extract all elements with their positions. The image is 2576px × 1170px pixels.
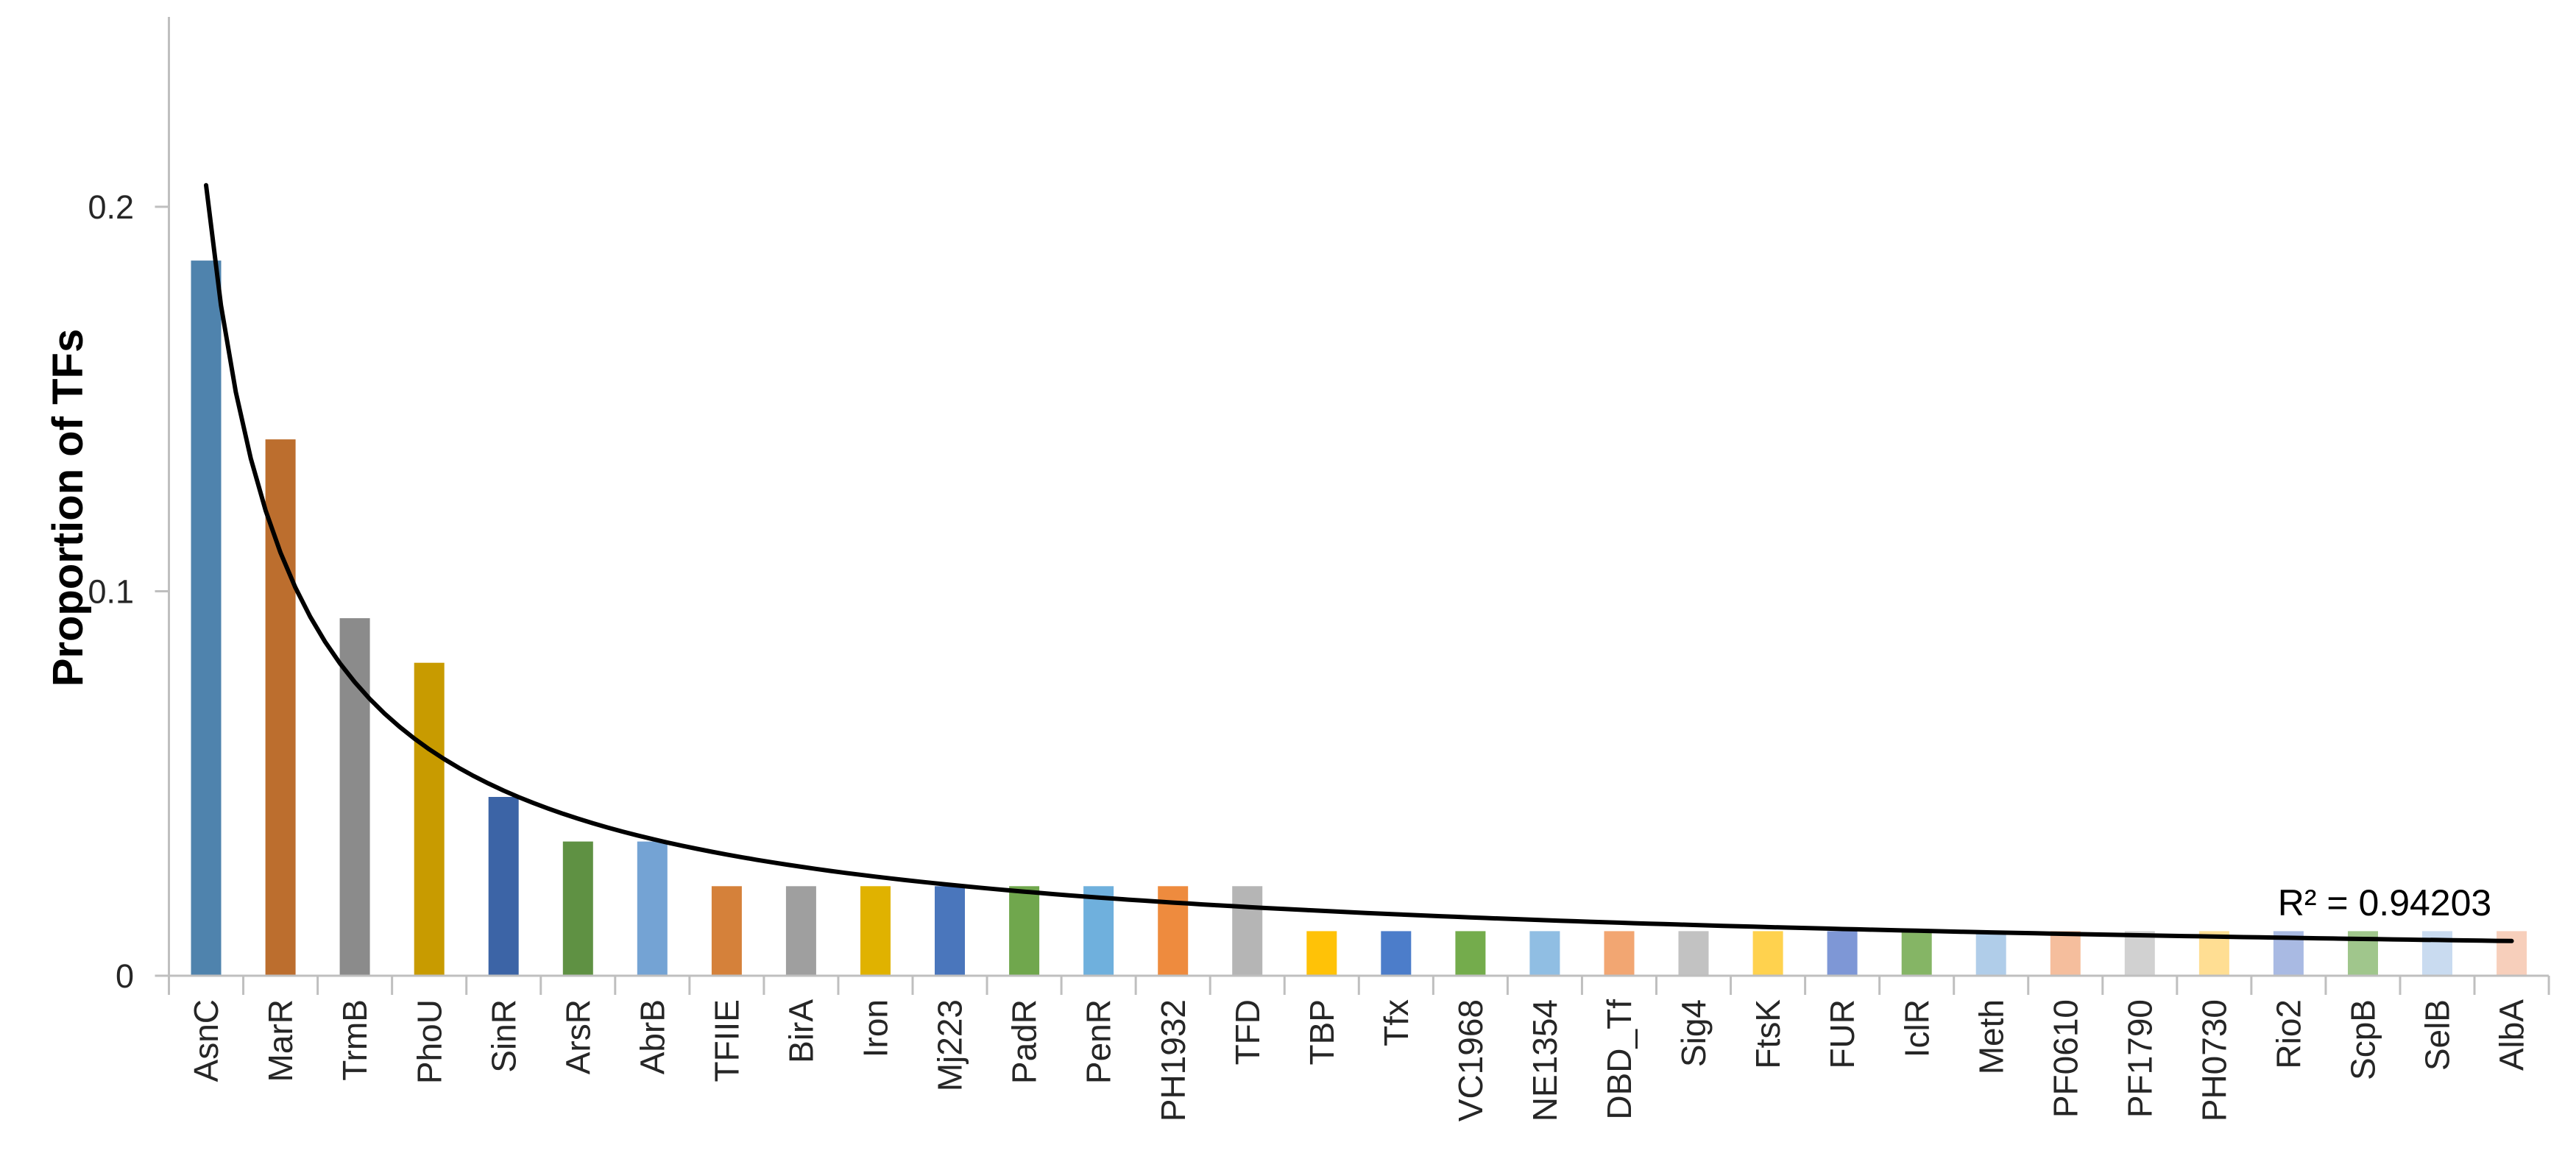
bar-Sig4 bbox=[1678, 931, 1709, 976]
x-category-label-TFIIE: TFIIE bbox=[708, 999, 746, 1082]
category-labels-group: AsnC MarR TrmB PhoU SinR ArsR AbrB TFIIE BirA Iro… bbox=[187, 999, 2531, 1122]
x-category-label-PadR: PadR bbox=[1005, 999, 1044, 1084]
y-axis-title: Proportion of TFs bbox=[44, 329, 92, 687]
x-category-label-PH1932: PH1932 bbox=[1154, 999, 1192, 1121]
bar-ArsR bbox=[562, 841, 593, 976]
bar-PhoU bbox=[414, 662, 445, 976]
x-category-label-PF1790: PF1790 bbox=[2120, 999, 2159, 1118]
bar-NE1354 bbox=[1529, 931, 1560, 976]
axes-group bbox=[155, 17, 2550, 977]
bar-BirA bbox=[785, 886, 816, 976]
power-trendline-curve bbox=[204, 182, 2514, 943]
x-category-label-Sig4: Sig4 bbox=[1674, 999, 1713, 1067]
bar-TBP bbox=[1306, 931, 1337, 976]
bar-AsnC bbox=[191, 260, 222, 976]
x-category-label-AlbA: AlbA bbox=[2493, 999, 2531, 1071]
bar-VC1968 bbox=[1455, 931, 1486, 976]
bar-PenR bbox=[1083, 886, 1114, 976]
y-tick-label-0.1: 0.1 bbox=[88, 572, 134, 610]
x-category-label-PenR: PenR bbox=[1080, 999, 1118, 1084]
x-category-label-FUR: FUR bbox=[1823, 999, 1861, 1069]
bar-TFD bbox=[1232, 886, 1263, 976]
bar-FtsK bbox=[1752, 931, 1783, 976]
bar-AbrB bbox=[637, 841, 668, 976]
bar-SinR bbox=[488, 797, 519, 976]
x-category-label-TrmB: TrmB bbox=[336, 999, 374, 1081]
y-tick-label-0: 0 bbox=[116, 957, 134, 995]
x-category-label-MarR: MarR bbox=[261, 999, 300, 1082]
x-category-label-TFD: TFD bbox=[1228, 999, 1267, 1065]
x-category-label-TBP: TBP bbox=[1303, 999, 1341, 1065]
x-category-label-FtsK: FtsK bbox=[1749, 999, 1787, 1069]
x-category-label-AbrB: AbrB bbox=[633, 999, 671, 1074]
bar-TFIIE bbox=[711, 886, 742, 976]
x-category-label-PF0610: PF0610 bbox=[2046, 999, 2084, 1118]
x-category-label-SelB: SelB bbox=[2418, 999, 2457, 1071]
x-category-label-IclR: IclR bbox=[1897, 999, 1936, 1057]
bar-AlbA bbox=[2497, 931, 2527, 976]
x-category-label-ScpB: ScpB bbox=[2344, 999, 2382, 1080]
bar-Iron bbox=[860, 886, 891, 976]
x-category-label-AsnC: AsnC bbox=[187, 999, 225, 1082]
x-category-label-SinR: SinR bbox=[484, 999, 523, 1073]
x-category-label-Mj223: Mj223 bbox=[931, 999, 969, 1091]
bar-Meth bbox=[1975, 931, 2006, 976]
x-category-label-Meth: Meth bbox=[1972, 999, 2010, 1074]
x-category-label-DBD_Tf: DBD_Tf bbox=[1600, 999, 1638, 1120]
r-squared-label: R² = 0.94203 bbox=[2278, 882, 2491, 923]
x-category-label-NE1354: NE1354 bbox=[1526, 999, 1564, 1121]
y-tick-label-0.2: 0.2 bbox=[88, 188, 134, 226]
x-category-label-VC1968: VC1968 bbox=[1451, 999, 1490, 1121]
bar-TrmB bbox=[339, 618, 370, 976]
x-category-label-ArsR: ArsR bbox=[559, 999, 597, 1074]
bars-group bbox=[191, 260, 2527, 976]
x-category-label-PhoU: PhoU bbox=[410, 999, 448, 1084]
bar-PH1932 bbox=[1158, 886, 1189, 976]
bar-FUR bbox=[1827, 931, 1858, 976]
x-category-label-Rio2: Rio2 bbox=[2270, 999, 2308, 1069]
bar-PF1790 bbox=[2124, 931, 2155, 976]
bar-PadR bbox=[1009, 886, 1040, 976]
bar-Mj223 bbox=[935, 886, 965, 976]
x-category-label-Tfx: Tfx bbox=[1377, 999, 1415, 1046]
x-category-label-PH0730: PH0730 bbox=[2195, 999, 2234, 1121]
bar-DBD_Tf bbox=[1604, 931, 1635, 976]
x-category-label-BirA: BirA bbox=[782, 999, 821, 1063]
bar-IclR bbox=[1901, 931, 1932, 976]
x-category-label-Iron: Iron bbox=[857, 999, 895, 1057]
bar-Tfx bbox=[1381, 931, 1412, 976]
bar-PF0610 bbox=[2050, 931, 2081, 976]
